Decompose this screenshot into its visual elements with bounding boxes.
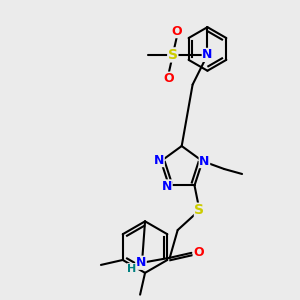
Text: O: O [171, 25, 182, 38]
Text: N: N [154, 154, 164, 166]
Text: S: S [194, 203, 205, 217]
Text: N: N [202, 48, 213, 62]
Text: S: S [168, 48, 178, 62]
Text: O: O [193, 246, 204, 259]
Text: N: N [136, 256, 146, 269]
Text: H: H [128, 264, 137, 274]
Text: N: N [199, 154, 210, 168]
Text: N: N [162, 180, 172, 193]
Text: O: O [164, 72, 174, 85]
